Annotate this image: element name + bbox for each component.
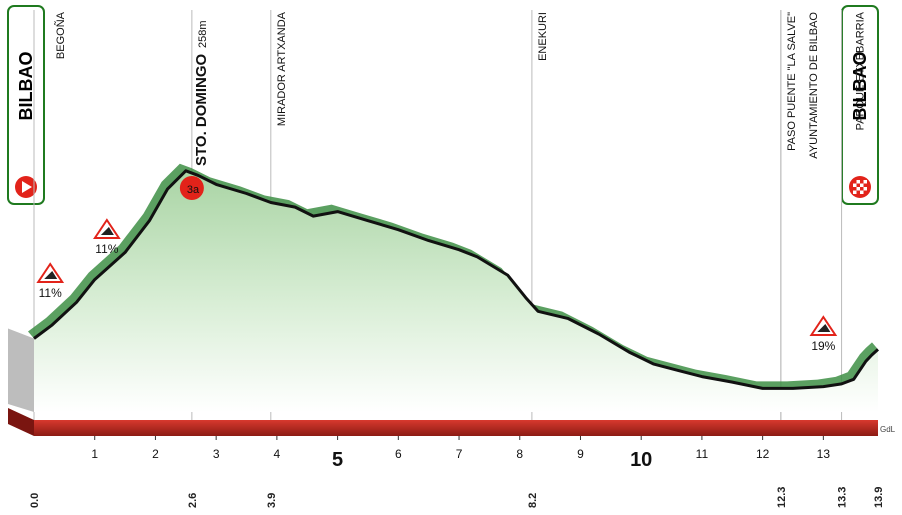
profile-side [8, 328, 34, 412]
tick-label: 10 [630, 449, 652, 471]
finish-flag-icon [849, 176, 871, 198]
gradient-markers: 11% 11% 19% [36, 218, 838, 353]
gradient-slope-glyph [44, 271, 58, 279]
waypoint-name: MIRADOR ARTXANDA [276, 11, 288, 126]
profile-area [8, 163, 880, 412]
gradient-label: 11% [39, 286, 62, 300]
tick-label: 7 [456, 447, 463, 461]
waypoint-name: ENEKURI [537, 12, 549, 61]
tick-label: 2 [152, 447, 159, 461]
baseline-side [8, 408, 34, 436]
waypoint-name: STO. DOMINGO [193, 53, 210, 166]
waypoint-km: 13.3 [837, 487, 849, 508]
climb-category-icon [179, 176, 204, 200]
gradient-label: 11% [95, 242, 118, 256]
baseline-front [34, 420, 878, 436]
tick-label: 11 [696, 447, 709, 461]
tick-label: 6 [395, 447, 402, 461]
distance-axis: 1 2 3 4 5 6 7 8 9 10 11 12 13 [91, 436, 830, 471]
waypoint-name: BEGOÑA [54, 11, 67, 59]
waypoint-km: 8.2 [527, 493, 539, 508]
waypoint-name: PASO PUENTE "LA SALVE" [786, 12, 798, 151]
waypoint-km: 13.9 [873, 487, 885, 508]
waypoint-km: 0.0 [29, 493, 41, 508]
gradient-slope-glyph [817, 324, 831, 332]
waypoint-labels: BEGOÑA 0.0 STO. DOMINGO 258m 3a 2.6 MIRADOR AR… [29, 11, 885, 508]
finish-banner: BILBAO [841, 5, 879, 205]
tick-label: 5 [332, 449, 343, 471]
start-banner: BILBAO [7, 5, 45, 205]
tick-label: 9 [577, 447, 584, 461]
tick-label: 8 [516, 447, 523, 461]
gradient-label: 19% [811, 339, 835, 353]
climb-category: 3a [187, 184, 200, 196]
waypoint-km: 12.3 [776, 487, 788, 508]
start-city: BILBAO [16, 52, 36, 121]
waypoint-altitude: 258m [197, 20, 209, 48]
profile-line [33, 169, 880, 390]
waypoint-km: 2.6 [187, 493, 199, 508]
tick-label: 1 [91, 447, 98, 461]
axis-label: GdL [880, 425, 896, 434]
tick-label: 12 [756, 447, 770, 461]
baseline-bar [8, 408, 878, 436]
waypoint-name: PARQUE ETXEBARRIA [855, 11, 867, 130]
waypoint-km: 3.9 [266, 493, 278, 508]
gradient-slope-glyph [100, 227, 114, 235]
tick-label: 13 [817, 447, 831, 461]
profile-fill [34, 170, 878, 412]
tick-label: 4 [274, 447, 281, 461]
tick-label: 3 [213, 447, 220, 461]
finish-city: BILBAO [850, 52, 870, 121]
waypoint-name: AYUNTAMIENTO DE BILBAO [808, 12, 820, 159]
